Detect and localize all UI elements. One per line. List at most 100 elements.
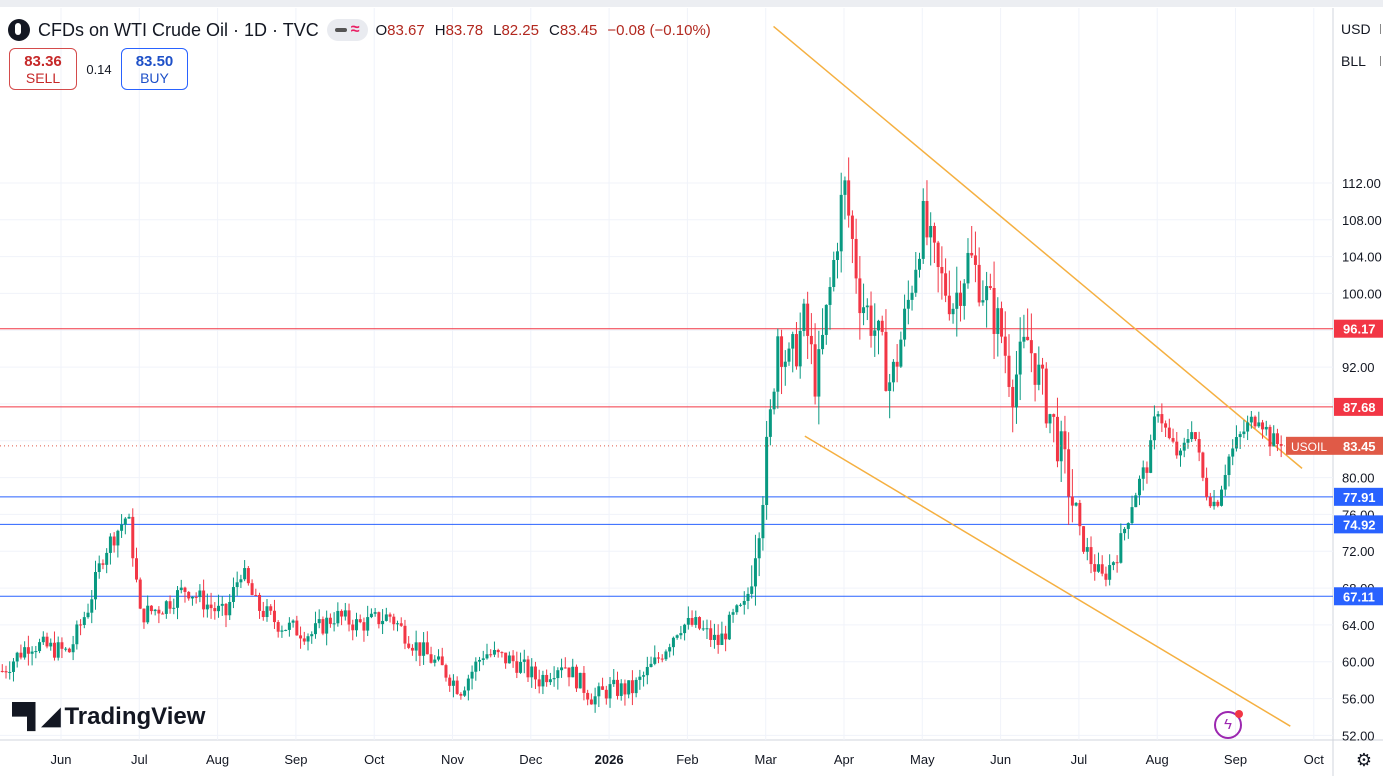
candle-body[interactable]	[959, 292, 963, 306]
channel-line-lower[interactable]	[804, 435, 1291, 727]
candle-body[interactable]	[8, 671, 12, 673]
candle-body[interactable]	[865, 305, 869, 308]
candle-body[interactable]	[526, 659, 530, 678]
candle-body[interactable]	[597, 686, 601, 697]
candle-body[interactable]	[891, 361, 895, 383]
candle-body[interactable]	[1249, 416, 1253, 423]
candle-body[interactable]	[67, 648, 71, 653]
candle-body[interactable]	[1055, 416, 1059, 462]
candle-body[interactable]	[90, 599, 94, 613]
candle-body[interactable]	[821, 334, 825, 350]
candle-body[interactable]	[153, 609, 157, 612]
candle-body[interactable]	[783, 361, 787, 367]
candle-body[interactable]	[880, 320, 884, 332]
candle-body[interactable]	[49, 642, 53, 647]
candle-body[interactable]	[131, 516, 135, 559]
candle-body[interactable]	[914, 269, 918, 293]
candle-body[interactable]	[295, 620, 299, 636]
candle-body[interactable]	[213, 608, 217, 612]
candle-body[interactable]	[735, 605, 739, 613]
sell-button[interactable]: 83.36 SELL	[9, 48, 77, 90]
candle-body[interactable]	[955, 292, 959, 309]
candle-body[interactable]	[537, 679, 541, 687]
candle-body[interactable]	[388, 614, 392, 617]
candle-body[interactable]	[638, 676, 642, 680]
candle-body[interactable]	[578, 672, 582, 689]
candle-body[interactable]	[582, 672, 586, 693]
candle-body[interactable]	[366, 617, 370, 631]
candle-body[interactable]	[381, 620, 385, 625]
candle-body[interactable]	[86, 612, 90, 618]
candle-body[interactable]	[82, 617, 86, 625]
candle-body[interactable]	[190, 596, 194, 599]
candle-body[interactable]	[1223, 475, 1227, 490]
candle-body[interactable]	[798, 330, 802, 367]
candle-body[interactable]	[19, 652, 23, 658]
candle-body[interactable]	[1041, 364, 1045, 369]
candle-body[interactable]	[884, 331, 888, 391]
candle-body[interactable]	[694, 617, 698, 625]
candle-body[interactable]	[272, 610, 276, 623]
candle-body[interactable]	[187, 591, 191, 599]
candle-body[interactable]	[302, 638, 306, 642]
candle-body[interactable]	[265, 606, 269, 618]
candle-body[interactable]	[548, 679, 552, 683]
candle-body[interactable]	[336, 610, 340, 624]
candle-body[interactable]	[403, 625, 407, 644]
candle-body[interactable]	[1033, 353, 1037, 385]
candle-body[interactable]	[563, 667, 567, 669]
candle-body[interactable]	[780, 336, 784, 367]
candle-body[interactable]	[1175, 441, 1179, 456]
candle-body[interactable]	[97, 563, 101, 573]
candle-body[interactable]	[794, 334, 798, 367]
candle-body[interactable]	[205, 604, 209, 610]
candle-body[interactable]	[903, 308, 907, 340]
candle-body[interactable]	[209, 604, 213, 609]
candle-body[interactable]	[414, 642, 418, 651]
candle-body[interactable]	[56, 642, 60, 658]
candle-body[interactable]	[1164, 423, 1168, 428]
candle-body[interactable]	[1048, 414, 1052, 424]
candle-body[interactable]	[1007, 355, 1011, 387]
candle-body[interactable]	[1246, 422, 1250, 432]
candle-body[interactable]	[556, 670, 560, 679]
candle-body[interactable]	[1130, 507, 1134, 524]
candle-body[interactable]	[716, 634, 720, 645]
candle-body[interactable]	[496, 649, 500, 653]
plot-area[interactable]	[0, 8, 1333, 740]
candle-body[interactable]	[899, 339, 903, 367]
candle-body[interactable]	[671, 637, 675, 648]
candle-body[interactable]	[1022, 336, 1026, 342]
candle-body[interactable]	[492, 649, 496, 655]
candle-body[interactable]	[847, 180, 851, 216]
candle-body[interactable]	[343, 610, 347, 617]
candle-body[interactable]	[1141, 467, 1145, 479]
candle-body[interactable]	[168, 601, 172, 609]
candle-body[interactable]	[1238, 434, 1242, 438]
candle-body[interactable]	[1111, 562, 1115, 566]
candle-body[interactable]	[194, 596, 198, 598]
candle-body[interactable]	[258, 594, 262, 611]
candle-body[interactable]	[668, 647, 672, 652]
gear-icon[interactable]: ⚙	[1355, 750, 1373, 770]
unit-selector[interactable]: BLL	[1335, 48, 1383, 74]
candle-body[interactable]	[951, 308, 955, 315]
candle-body[interactable]	[1227, 456, 1231, 476]
candle-body[interactable]	[649, 663, 653, 667]
candle-body[interactable]	[1272, 433, 1276, 447]
candle-body[interactable]	[362, 622, 366, 631]
candle-body[interactable]	[675, 635, 679, 638]
candle-body[interactable]	[683, 624, 687, 634]
candle-body[interactable]	[627, 680, 631, 695]
candle-body[interactable]	[1275, 433, 1279, 445]
candle-body[interactable]	[806, 303, 810, 336]
candle-body[interactable]	[135, 558, 139, 580]
candle-body[interactable]	[127, 516, 131, 519]
currency-selector[interactable]: USD	[1335, 16, 1383, 42]
candle-body[interactable]	[981, 300, 985, 303]
candle-body[interactable]	[817, 349, 821, 397]
candle-body[interactable]	[79, 624, 83, 626]
candle-body[interactable]	[765, 436, 769, 505]
candle-body[interactable]	[202, 590, 206, 610]
candle-body[interactable]	[474, 661, 478, 672]
